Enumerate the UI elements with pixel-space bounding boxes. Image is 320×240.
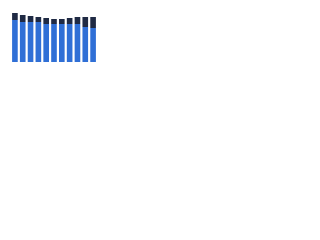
bar-segment <box>66 18 73 24</box>
bar-segment <box>59 19 65 24</box>
page: (() => { const data = JSON.parse(documen… <box>0 0 320 71</box>
bar-segment <box>43 18 49 24</box>
bar-segment <box>27 16 34 22</box>
bar-segment <box>51 24 57 62</box>
bar-segment <box>27 22 34 62</box>
bar-segment <box>12 13 18 20</box>
bar-segment <box>35 22 42 62</box>
chart <box>12 13 96 62</box>
bar-segment <box>51 19 57 24</box>
bar-segment <box>43 24 49 62</box>
bar-segment <box>82 17 89 27</box>
bar-segment <box>90 28 96 62</box>
bar-segment <box>59 24 65 62</box>
bar-segment <box>74 24 81 62</box>
bar-segment <box>66 24 73 62</box>
bar-segment <box>82 27 89 62</box>
bar-segment <box>19 15 26 22</box>
bar-segment <box>74 17 81 24</box>
bar-segment <box>35 17 42 22</box>
bar-segment <box>19 22 26 62</box>
bar-segment <box>90 17 96 28</box>
bar-segment <box>12 20 18 62</box>
